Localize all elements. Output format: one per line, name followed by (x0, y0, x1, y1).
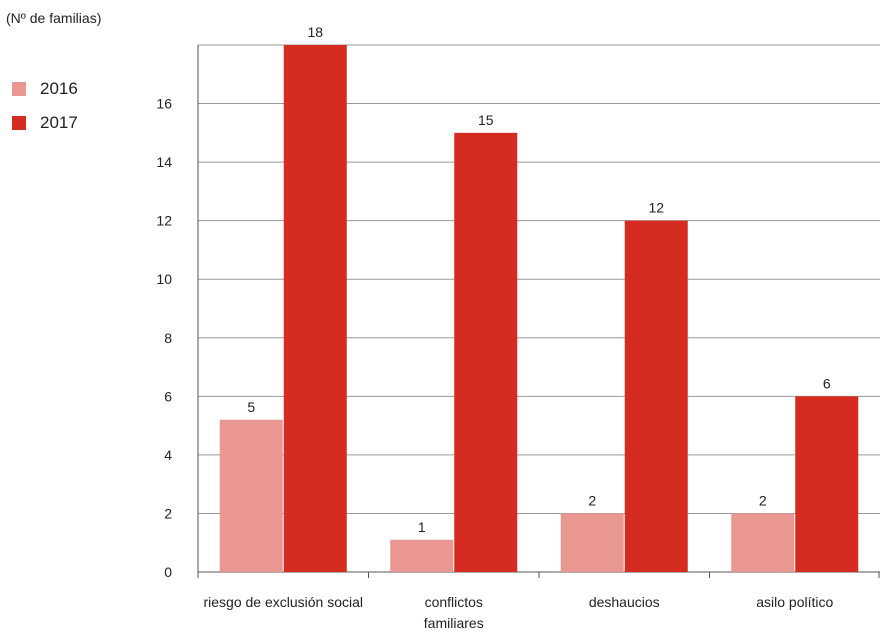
legend-swatch-2017 (12, 116, 26, 130)
y-tick-label: 12 (156, 213, 172, 229)
y-tick-label: 14 (156, 154, 172, 170)
bar-2016 (390, 539, 454, 572)
legend-item-2016: 2016 (12, 78, 78, 100)
bar-2017 (283, 45, 347, 572)
bar-2016 (560, 513, 624, 572)
data-label-2017: 6 (823, 375, 831, 391)
bar-2017 (795, 396, 859, 572)
legend-item-2017: 2017 (12, 112, 78, 134)
bar-2016 (731, 513, 795, 572)
x-tick-label: deshaucios (589, 594, 660, 610)
bar-2016 (219, 419, 283, 572)
y-tick-label: 2 (164, 505, 172, 521)
legend-label-2016: 2016 (40, 79, 78, 98)
y-tick-label: 0 (164, 564, 172, 580)
data-label-2016: 1 (418, 519, 426, 535)
y-tick-label: 8 (164, 330, 172, 346)
unit-label: (Nº de familias) (6, 10, 102, 26)
data-label-2017: 18 (307, 24, 323, 40)
y-tick-label: 4 (164, 447, 172, 463)
x-tick-label: riesgo de exclusión social (203, 594, 363, 610)
data-label-2017: 15 (478, 112, 494, 128)
bar-2017 (454, 132, 518, 573)
data-label-2016: 2 (759, 492, 767, 508)
x-tick-label: asilo político (756, 594, 833, 610)
x-tick-label: familiares (424, 615, 484, 631)
legend-swatch-2016 (12, 82, 26, 96)
x-tick-label: conflictos (425, 594, 483, 610)
legend: 2016 2017 (12, 78, 78, 146)
data-label-2016: 5 (247, 399, 255, 415)
data-label-2016: 2 (588, 492, 596, 508)
y-tick-label: 6 (164, 388, 172, 404)
y-tick-label: 10 (156, 271, 172, 287)
data-label-2017: 12 (648, 200, 664, 216)
y-tick-label: 16 (156, 96, 172, 112)
legend-label-2017: 2017 (40, 113, 78, 132)
bar-2017 (624, 220, 688, 572)
